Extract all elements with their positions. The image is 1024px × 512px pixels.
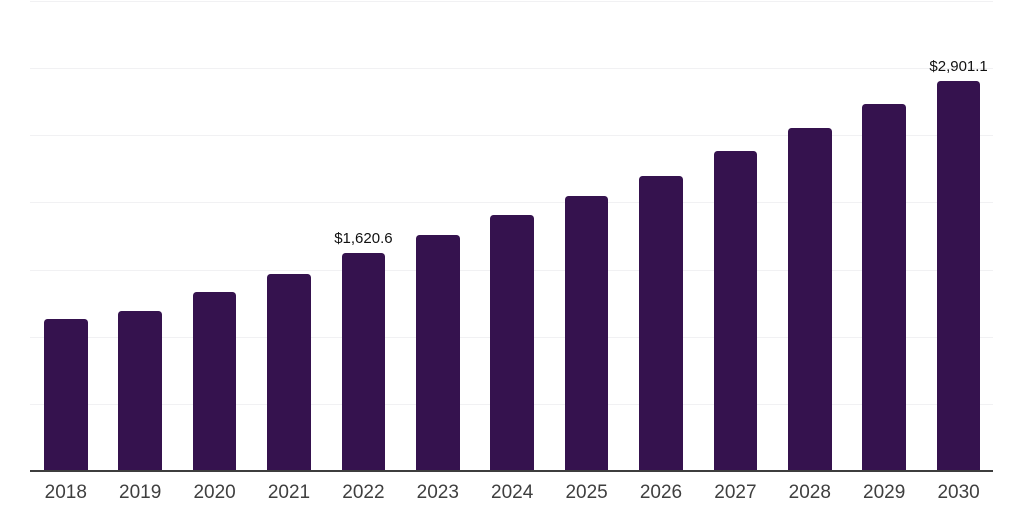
value-label-2030: $2,901.1 bbox=[929, 58, 988, 76]
bar-2027 bbox=[713, 150, 758, 471]
x-tick-label-2028: 2028 bbox=[788, 482, 831, 503]
bar-2030 bbox=[936, 81, 981, 471]
bar-2018 bbox=[44, 318, 88, 471]
x-tick-label-2021: 2021 bbox=[267, 482, 311, 503]
gridline bbox=[30, 68, 993, 70]
bar-2026 bbox=[639, 175, 683, 471]
x-axis-line bbox=[30, 470, 993, 472]
bar-2028 bbox=[788, 127, 832, 471]
bar-2022 bbox=[341, 253, 386, 471]
bar-2024 bbox=[490, 214, 534, 471]
gridline bbox=[30, 135, 993, 137]
bar-2025 bbox=[564, 195, 609, 471]
x-tick-label-2020: 2020 bbox=[193, 482, 236, 503]
x-tick-label-2026: 2026 bbox=[639, 482, 683, 503]
bar-2019 bbox=[118, 311, 162, 471]
bar-2020 bbox=[192, 292, 237, 471]
x-tick-label-2023: 2023 bbox=[416, 482, 459, 503]
value-label-2022: $1,620.6 bbox=[334, 230, 393, 248]
x-tick-label-2029: 2029 bbox=[863, 482, 906, 503]
gridline bbox=[30, 1, 993, 2]
x-tick-label-2019: 2019 bbox=[119, 482, 162, 503]
bar-2029 bbox=[862, 103, 906, 471]
x-tick-label-2025: 2025 bbox=[565, 482, 608, 503]
bar-2023 bbox=[416, 234, 460, 471]
gridline bbox=[30, 202, 993, 204]
x-tick-label-2027: 2027 bbox=[714, 482, 757, 503]
bar-2021 bbox=[267, 273, 311, 471]
x-tick-label-2024: 2024 bbox=[491, 482, 534, 503]
x-tick-label-2030: 2030 bbox=[937, 482, 980, 503]
x-tick-label-2018: 2018 bbox=[44, 482, 87, 503]
x-tick-label-2022: 2022 bbox=[342, 482, 385, 503]
